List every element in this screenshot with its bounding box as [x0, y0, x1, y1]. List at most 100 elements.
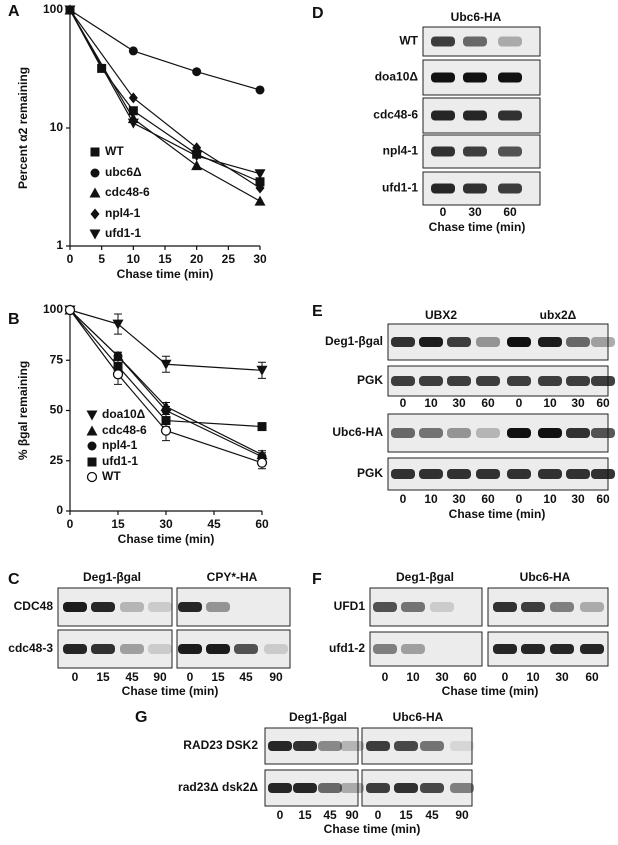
band: [206, 602, 230, 612]
legend-marker: [87, 441, 97, 451]
lane-label: 60: [585, 670, 599, 684]
band: [431, 72, 455, 83]
y-axis-label: Percent α2 remaining: [16, 67, 30, 189]
x-tick-label: 15: [158, 252, 172, 266]
band: [366, 783, 390, 793]
series-line: [69, 309, 263, 458]
band: [591, 428, 615, 438]
lane-label: 10: [406, 670, 420, 684]
x-tick-label: 30: [253, 252, 267, 266]
band: [591, 337, 615, 347]
lane-label: 45: [323, 808, 337, 822]
band: [63, 644, 87, 654]
column-header: CPY*-HA: [207, 570, 258, 584]
row-label: RAD23 DSK2: [183, 738, 258, 752]
band: [498, 183, 522, 194]
legend-label: ubc6Δ: [105, 165, 142, 179]
band: [447, 337, 471, 347]
column-header: Deg1-βgal: [289, 710, 347, 724]
row-label: Deg1-βgal: [325, 334, 383, 348]
data-point: [255, 177, 265, 187]
series-line: [69, 309, 263, 428]
band: [430, 602, 454, 612]
band: [391, 337, 415, 347]
band: [498, 72, 522, 83]
band: [91, 602, 115, 612]
band: [264, 602, 288, 612]
band: [120, 602, 144, 612]
band: [318, 741, 342, 751]
legend-label: npl4-1: [105, 206, 141, 220]
band: [476, 376, 500, 386]
lane-label: 0: [516, 492, 523, 506]
band: [463, 36, 487, 47]
band: [498, 36, 522, 47]
band: [450, 783, 474, 793]
lane-label: 15: [211, 670, 225, 684]
legend-label: WT: [102, 469, 121, 483]
lane-label: 10: [543, 492, 557, 506]
lane-label: 0: [277, 808, 284, 822]
lane-label: 10: [543, 396, 557, 410]
x-axis-label: Chase time (min): [117, 267, 214, 281]
band: [391, 469, 415, 479]
band: [178, 644, 202, 654]
row-label: ufd1-1: [382, 181, 418, 195]
data-point: [160, 359, 172, 370]
band: [431, 146, 455, 157]
legend-marker: [86, 425, 98, 436]
data-point: [160, 425, 172, 436]
data-point: [256, 365, 268, 376]
lane-label: 45: [239, 670, 253, 684]
x-axis-label: Chase time (min): [118, 532, 215, 546]
band: [366, 741, 390, 751]
column-header: Deg1-βgal: [83, 570, 141, 584]
x-tick-label: 60: [255, 517, 269, 531]
series-line: [69, 309, 263, 464]
lane-label: 45: [125, 670, 139, 684]
panel-letter: A: [8, 3, 20, 20]
row-label: rad23Δ dsk2Δ: [178, 780, 258, 794]
row-label: PGK: [357, 466, 383, 480]
legend-marker: [89, 229, 101, 240]
lane-label: 15: [399, 808, 413, 822]
band: [463, 183, 487, 194]
band: [507, 428, 531, 438]
band: [550, 602, 574, 612]
lane-label: 60: [503, 205, 517, 219]
column-header: Ubc6-HA: [520, 570, 571, 584]
lane-label: 60: [481, 492, 495, 506]
band: [538, 428, 562, 438]
panel-letter: E: [312, 303, 323, 320]
legend-marker: [89, 187, 101, 198]
row-label: ufd1-2: [329, 641, 365, 655]
band: [493, 644, 517, 654]
legend-marker: [87, 457, 97, 467]
x-tick-label: 25: [222, 252, 236, 266]
legend-label: ufd1-1: [102, 454, 138, 468]
lane-label: 0: [516, 396, 523, 410]
lane-label: 90: [269, 670, 283, 684]
lane-label: 30: [571, 396, 585, 410]
band: [498, 146, 522, 157]
band: [538, 337, 562, 347]
series-line: [69, 309, 263, 371]
series-line: [69, 9, 261, 202]
data-point: [127, 118, 139, 129]
band: [431, 110, 455, 121]
band: [420, 741, 444, 751]
panel-letter: B: [8, 311, 20, 328]
band: [120, 644, 144, 654]
band: [538, 376, 562, 386]
lane-label: 90: [345, 808, 359, 822]
band: [580, 644, 604, 654]
lane-label: 10: [424, 492, 438, 506]
lane-label: 45: [425, 808, 439, 822]
band: [401, 602, 425, 612]
data-point: [191, 151, 203, 162]
band: [340, 741, 364, 751]
legend-label: npl4-1: [102, 438, 138, 452]
band: [521, 644, 545, 654]
